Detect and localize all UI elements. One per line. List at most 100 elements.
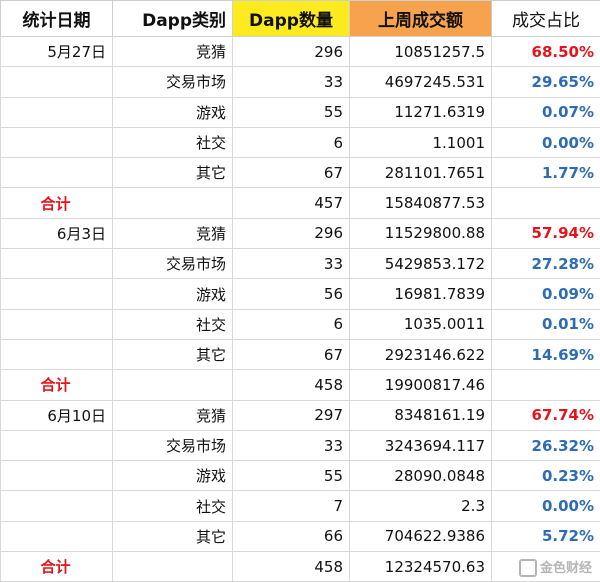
cell-category: 其它 <box>113 339 233 369</box>
cell-volume: 28090.0848 <box>350 461 492 491</box>
cell-share: 68.50% <box>492 37 600 67</box>
cell-share: 1.77% <box>492 158 600 188</box>
cell-date: 6月10日 <box>1 400 113 430</box>
cell-share: 0.00% <box>492 491 600 521</box>
watermark-text: 金色财经 <box>540 561 592 576</box>
cell-volume: 19900817.46 <box>350 370 492 400</box>
cell-category <box>113 188 233 218</box>
cell-date: 合计 <box>1 188 113 218</box>
cell-volume: 5429853.172 <box>350 249 492 279</box>
cell-share: 26.32% <box>492 430 600 460</box>
cell-volume: 4697245.531 <box>350 67 492 97</box>
watermark-logo: 金色财经 <box>519 557 592 578</box>
cell-count: 33 <box>233 430 350 460</box>
cell-category: 社交 <box>113 127 233 157</box>
cell-date <box>1 461 113 491</box>
cell-count: 296 <box>233 218 350 248</box>
cell-share: 0.01% <box>492 309 600 339</box>
cell-date <box>1 127 113 157</box>
cell-volume: 16981.7839 <box>350 279 492 309</box>
cell-volume: 2923146.622 <box>350 339 492 369</box>
cell-count: 7 <box>233 491 350 521</box>
cell-volume: 12324570.63 <box>350 552 492 582</box>
cell-date <box>1 67 113 97</box>
cell-share <box>492 370 600 400</box>
cell-date <box>1 309 113 339</box>
cell-volume: 281101.7651 <box>350 158 492 188</box>
cell-volume: 11271.6319 <box>350 97 492 127</box>
cell-category: 竞猜 <box>113 400 233 430</box>
cell-count: 67 <box>233 158 350 188</box>
cell-date <box>1 97 113 127</box>
cell-count: 296 <box>233 37 350 67</box>
header-share: 成交占比 <box>492 1 600 37</box>
cell-volume: 2.3 <box>350 491 492 521</box>
cell-count: 33 <box>233 249 350 279</box>
cell-category: 其它 <box>113 521 233 551</box>
cell-category: 交易市场 <box>113 430 233 460</box>
cell-date <box>1 339 113 369</box>
cell-date <box>1 521 113 551</box>
cell-category: 游戏 <box>113 461 233 491</box>
cell-category: 交易市场 <box>113 67 233 97</box>
cell-share: 14.69% <box>492 339 600 369</box>
cell-count: 458 <box>233 552 350 582</box>
cell-volume: 11529800.88 <box>350 218 492 248</box>
cell-date <box>1 279 113 309</box>
cell-count: 458 <box>233 370 350 400</box>
cell-count: 6 <box>233 309 350 339</box>
cell-date <box>1 249 113 279</box>
cell-date: 6月3日 <box>1 218 113 248</box>
cell-date <box>1 491 113 521</box>
cell-volume: 1035.0011 <box>350 309 492 339</box>
cell-volume: 1.1001 <box>350 127 492 157</box>
cell-date <box>1 430 113 460</box>
cell-share: 57.94% <box>492 218 600 248</box>
header-category: Dapp类别 <box>113 1 233 37</box>
cell-share: 67.74% <box>492 400 600 430</box>
cell-count: 55 <box>233 461 350 491</box>
cell-count: 55 <box>233 97 350 127</box>
cell-category <box>113 370 233 400</box>
cell-share: 0.07% <box>492 97 600 127</box>
watermark-box-icon <box>519 559 537 577</box>
cell-category: 其它 <box>113 158 233 188</box>
cell-date <box>1 158 113 188</box>
cell-count: 66 <box>233 521 350 551</box>
cell-category: 竞猜 <box>113 218 233 248</box>
cell-category: 交易市场 <box>113 249 233 279</box>
cell-share: 29.65% <box>492 67 600 97</box>
cell-category <box>113 552 233 582</box>
cell-category: 游戏 <box>113 279 233 309</box>
cell-count: 457 <box>233 188 350 218</box>
cell-volume: 10851257.5 <box>350 37 492 67</box>
cell-share <box>492 188 600 218</box>
cell-volume: 3243694.117 <box>350 430 492 460</box>
cell-count: 67 <box>233 339 350 369</box>
cell-count: 6 <box>233 127 350 157</box>
cell-volume: 8348161.19 <box>350 400 492 430</box>
cell-share: 5.72% <box>492 521 600 551</box>
cell-category: 游戏 <box>113 97 233 127</box>
cell-count: 33 <box>233 67 350 97</box>
cell-share: 0.23% <box>492 461 600 491</box>
cell-date: 合计 <box>1 370 113 400</box>
cell-count: 297 <box>233 400 350 430</box>
